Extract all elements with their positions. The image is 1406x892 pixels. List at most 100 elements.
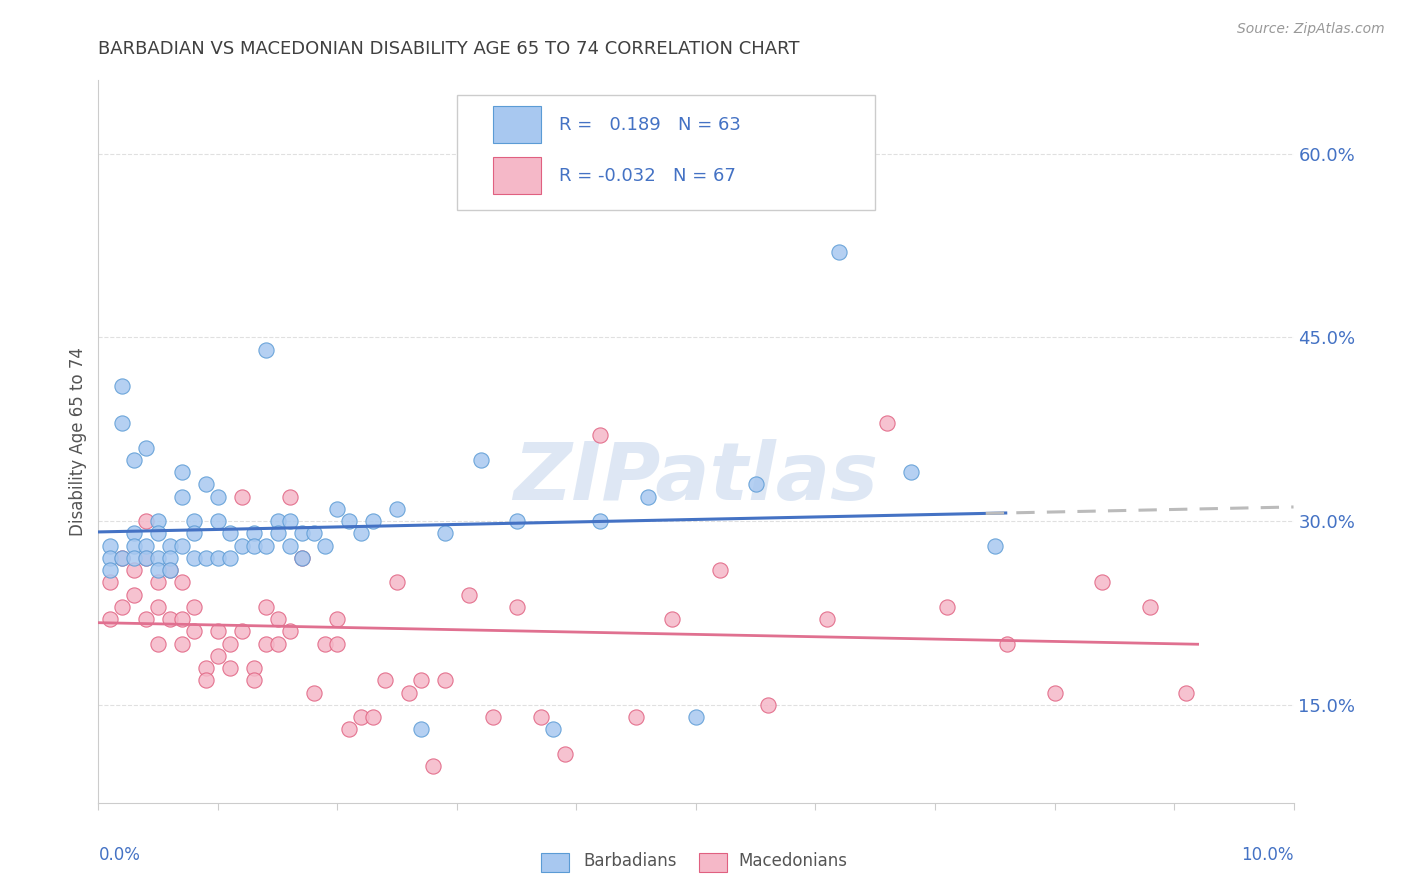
Point [984,539,1007,553]
Point [159,563,181,577]
Point [900,465,922,479]
Point [111,379,134,393]
Point [124,453,146,467]
Point [148,514,170,528]
Point [422,759,444,773]
Point [385,502,409,516]
Point [98,550,122,565]
Point [1175,685,1198,699]
Point [626,710,648,724]
Point [756,698,779,712]
Point [207,490,229,504]
Point [148,526,170,541]
Point [172,539,194,553]
Point [124,550,146,565]
Point [135,550,157,565]
Text: Barbadians: Barbadians [583,852,678,870]
Point [278,624,301,639]
Point [254,637,277,651]
Point [745,477,768,491]
Point [219,550,242,565]
Point [685,710,707,724]
Point [124,563,146,577]
Point [243,539,266,553]
Point [195,477,218,491]
Point [98,539,122,553]
Point [148,637,170,651]
Point [482,710,505,724]
Text: BARBADIAN VS MACEDONIAN DISABILITY AGE 65 TO 74 CORRELATION CHART: BARBADIAN VS MACEDONIAN DISABILITY AGE 6… [98,40,800,58]
Point [541,723,564,737]
Point [135,612,157,626]
Point [207,514,229,528]
Point [339,723,361,737]
Point [506,599,529,614]
Point [434,526,457,541]
Point [936,599,959,614]
Point [124,588,146,602]
Point [709,563,731,577]
Point [458,588,481,602]
Point [183,550,205,565]
Y-axis label: Disability Age 65 to 74: Disability Age 65 to 74 [69,347,87,536]
Point [183,599,205,614]
Point [434,673,457,688]
Point [195,550,218,565]
Text: 0.0%: 0.0% [98,846,141,863]
Point [172,637,194,651]
Point [363,514,385,528]
Point [98,575,122,590]
Point [159,539,181,553]
Point [339,514,361,528]
Point [385,575,409,590]
Point [661,612,683,626]
Point [111,599,134,614]
Point [111,416,134,430]
Point [254,539,277,553]
Point [815,612,838,626]
Point [219,637,242,651]
Point [278,514,301,528]
Point [411,673,433,688]
Text: 10.0%: 10.0% [1241,846,1294,863]
Point [159,563,181,577]
FancyBboxPatch shape [457,95,876,211]
Point [219,661,242,675]
Point [231,490,253,504]
Point [411,723,433,737]
Point [291,526,314,541]
Point [183,514,205,528]
Point [506,514,529,528]
Point [98,612,122,626]
Point [1091,575,1114,590]
Point [315,539,337,553]
Point [172,612,194,626]
Point [398,685,420,699]
Point [148,575,170,590]
Point [995,637,1018,651]
Point [267,514,290,528]
Point [267,612,290,626]
Text: Source: ZipAtlas.com: Source: ZipAtlas.com [1237,22,1385,37]
Point [350,710,373,724]
Point [135,441,157,455]
Point [159,550,181,565]
Point [530,710,553,724]
Point [135,539,157,553]
Point [159,612,181,626]
Point [172,465,194,479]
Point [124,539,146,553]
Point [148,563,170,577]
Point [470,453,492,467]
Point [326,612,349,626]
Point [98,563,122,577]
Point [326,502,349,516]
Point [828,244,851,259]
Point [111,550,134,565]
Point [148,550,170,565]
Point [243,661,266,675]
Text: R = -0.032   N = 67: R = -0.032 N = 67 [558,167,735,185]
Point [172,575,194,590]
Point [291,550,314,565]
Point [278,539,301,553]
